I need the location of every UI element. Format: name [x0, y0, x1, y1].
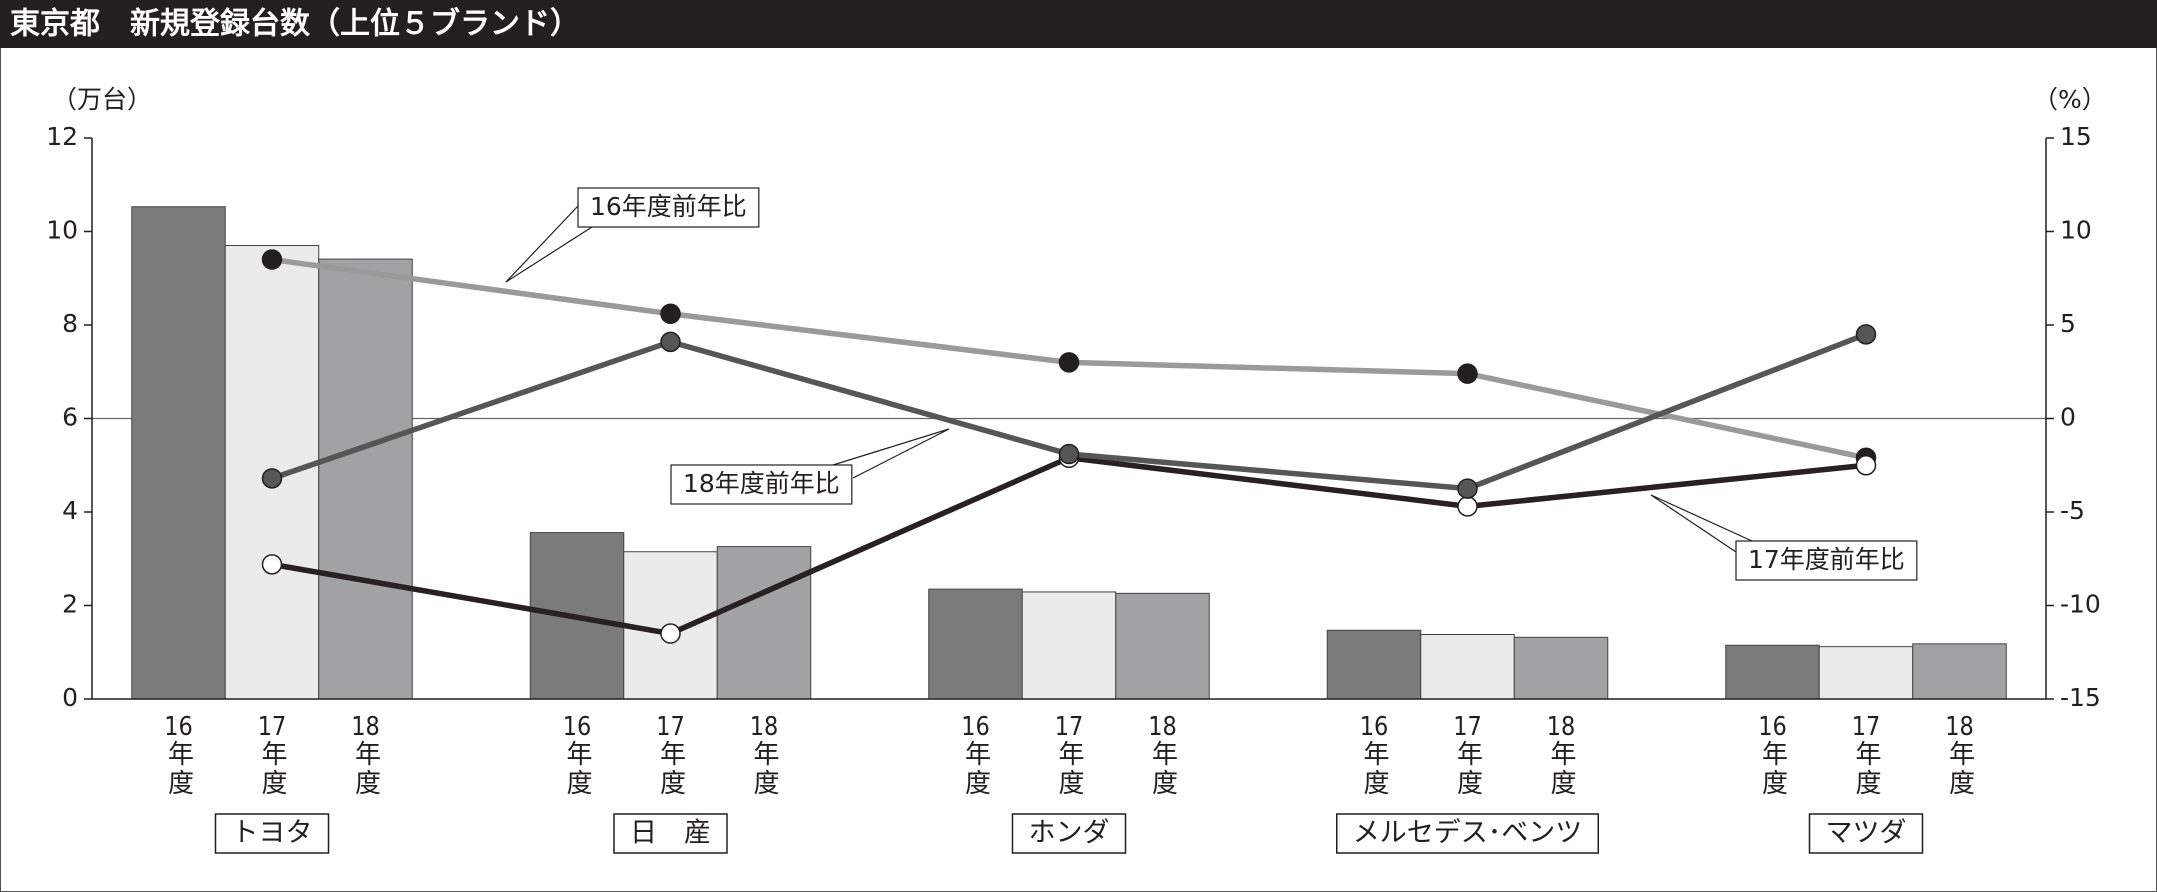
legend-box [577, 187, 760, 228]
legend-box [670, 464, 853, 505]
y2-tick-label: -5 [2060, 496, 2085, 525]
line-marker [1855, 455, 1877, 476]
bar [1420, 633, 1515, 700]
y2-tick-label: -15 [2060, 683, 2101, 712]
line-marker [1855, 324, 1877, 345]
line-marker [1058, 352, 1080, 373]
category-box [214, 813, 330, 854]
category-box [1011, 813, 1127, 854]
y-tick-label: 4 [62, 496, 78, 525]
line-marker [1457, 496, 1478, 517]
callout-leader [1650, 494, 1737, 553]
y-tick-label: 10 [46, 216, 78, 245]
bar-series-label: 16年度 [960, 714, 991, 798]
bar [1115, 592, 1210, 700]
bar-series-label: 18年度 [1546, 714, 1576, 798]
line-marker [261, 468, 283, 489]
y-tick-label: 8 [62, 309, 78, 338]
bar-series-label: 17年度 [1054, 714, 1084, 798]
line-marker [660, 623, 681, 644]
line-marker [261, 249, 283, 270]
y2-tick-label: 0 [2060, 403, 2076, 432]
bar-series-label: 18年度 [1147, 714, 1178, 798]
category-label: 日 産 [630, 818, 711, 849]
line-marker [660, 331, 681, 353]
bar [131, 206, 226, 700]
bar [1513, 636, 1609, 700]
bar [1326, 629, 1422, 700]
callout-leader [832, 428, 950, 466]
chart-title: 東京都 新規登録台数（上位５ブランド） [10, 7, 580, 42]
bar [318, 258, 413, 700]
y2-tick-label: -10 [2060, 590, 2101, 619]
category-box [613, 813, 728, 854]
y2-tick-label: 5 [2060, 309, 2076, 338]
legend-label: 18年度前年比 [683, 469, 840, 498]
line-marker [1457, 363, 1478, 384]
y-unit: （万台） [52, 85, 152, 114]
category-label: ホンダ [1029, 818, 1110, 849]
bar-series-label: 16年度 [1359, 714, 1389, 798]
y2-tick-label: 15 [2060, 122, 2092, 151]
line-marker [660, 303, 681, 325]
callout-leader [852, 428, 950, 479]
callout-leader [505, 226, 593, 283]
bar-series-label: 16年度 [562, 714, 592, 798]
bar [1725, 644, 1820, 700]
bar [1021, 591, 1117, 700]
bar-series-label: 16年度 [1757, 714, 1788, 798]
bar-series-label: 18年度 [350, 714, 381, 798]
bar-series-label: 17年度 [1851, 714, 1881, 798]
bar [928, 588, 1023, 700]
line-marker [1058, 443, 1080, 465]
callout-leader [505, 205, 579, 283]
bar-series-label: 16年度 [163, 714, 194, 798]
callout-leader [1650, 494, 1753, 542]
category-box [1336, 813, 1599, 854]
bar-series-label: 17年度 [1452, 714, 1483, 798]
y2-unit: （%） [2033, 85, 2107, 114]
y-tick-label: 12 [46, 122, 78, 151]
y-tick-label: 2 [62, 590, 78, 619]
legend-label: 17年度前年比 [1748, 545, 1905, 574]
legend-box [1735, 540, 1918, 581]
legend-label: 16年度前年比 [590, 192, 747, 221]
bar-series-label: 18年度 [1944, 714, 1975, 798]
bar-series-label: 17年度 [257, 714, 287, 798]
category-label: マツダ [1826, 818, 1907, 849]
y-tick-label: 6 [62, 403, 78, 432]
line-marker [1457, 478, 1478, 499]
y2-tick-label: 10 [2060, 216, 2092, 245]
category-box [1808, 813, 1924, 854]
bar [1818, 646, 1914, 700]
bar [716, 546, 812, 700]
category-label: メルセデス･ベンツ [1353, 818, 1583, 849]
line-marker [261, 554, 283, 575]
category-label: トヨタ [232, 818, 313, 849]
bar [1912, 643, 2007, 700]
bar-series-label: 18年度 [749, 714, 779, 798]
bar-series-label: 17年度 [655, 714, 686, 798]
title-bar [0, 0, 2157, 48]
y-tick-label: 0 [62, 683, 78, 712]
